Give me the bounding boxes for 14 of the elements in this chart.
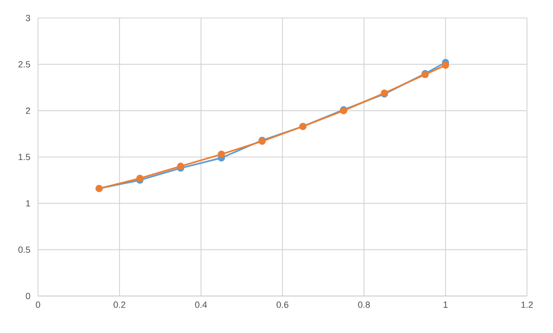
- y-tick-label: 2: [26, 108, 30, 114]
- y-tick-label: 1.5: [18, 154, 30, 160]
- x-tick-label: 1: [444, 302, 448, 308]
- x-tick-label: 0.2: [114, 302, 126, 308]
- x-tick-label: 1.2: [521, 302, 533, 308]
- y-tick-label: 1: [26, 200, 30, 206]
- x-tick-label: 0.8: [358, 302, 370, 308]
- y-tick-label: 3: [26, 14, 30, 22]
- x-tick-label: 0.6: [276, 302, 288, 308]
- y-tick-label: 0: [26, 292, 30, 300]
- x-tick-label: 0.4: [195, 302, 207, 308]
- x-tick-label: 0: [36, 302, 40, 308]
- y-tick-label: 2.5: [18, 61, 30, 68]
- y-tick-label: 0.5: [18, 246, 30, 253]
